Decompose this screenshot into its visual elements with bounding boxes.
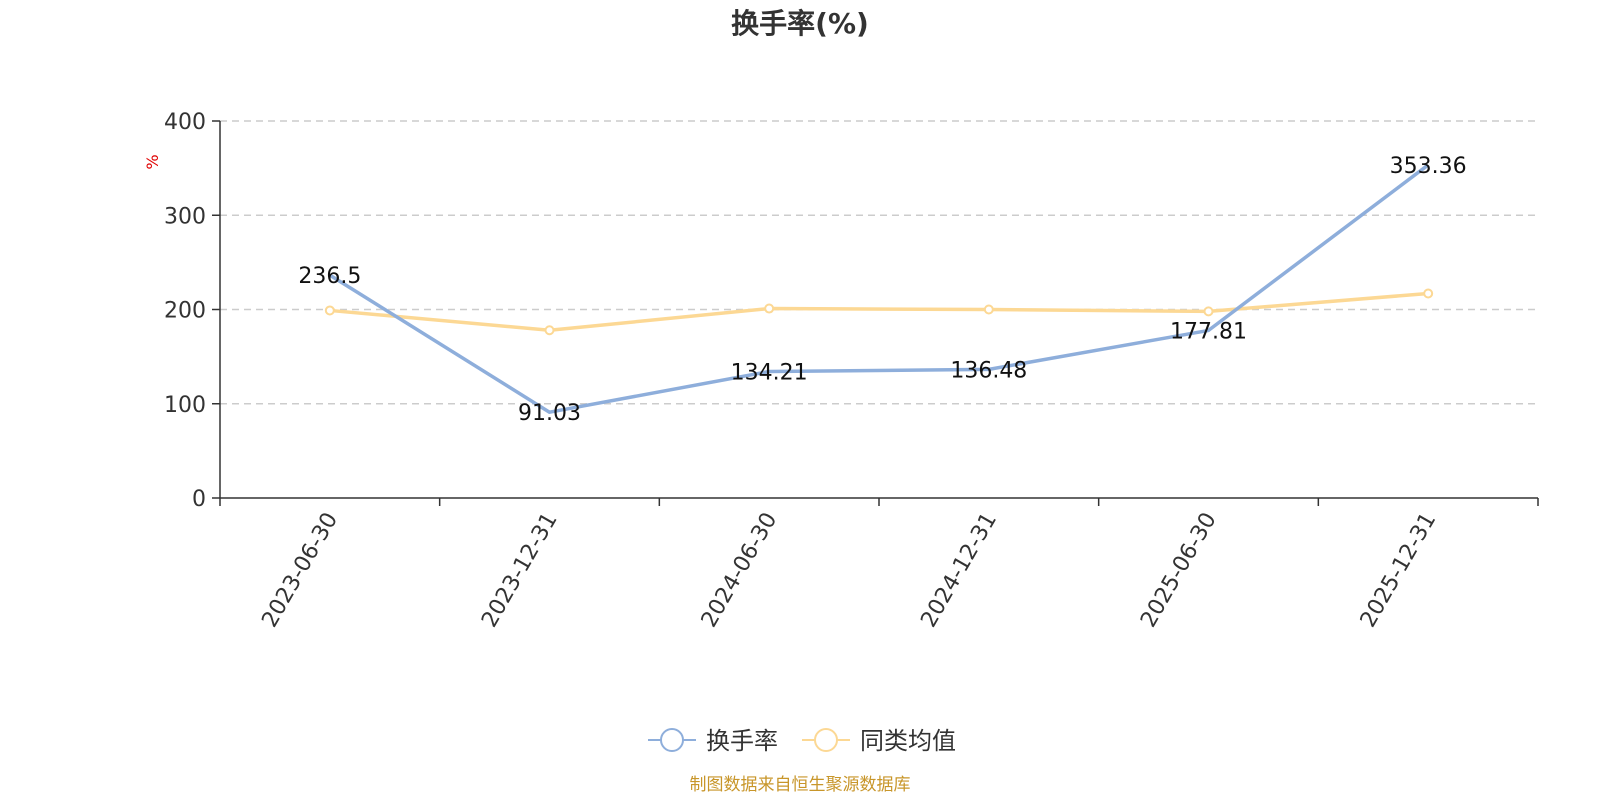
x-tick-label-2025-12-31: 2025-12-31 — [1356, 509, 1442, 632]
y-tick-label-300: 300 — [164, 204, 206, 229]
x-tick-label-2023-12-31: 2023-12-31 — [477, 509, 563, 632]
x-tick-label-2024-06-30: 2024-06-30 — [697, 509, 783, 632]
data-label-2: 134.21 — [731, 361, 808, 386]
series-1-point-5 — [1423, 288, 1434, 299]
data-label-1: 91.03 — [518, 401, 581, 426]
data-label-0: 236.5 — [298, 264, 361, 289]
source-note: 制图数据来自恒生聚源数据库 — [690, 775, 911, 795]
series-lines — [324, 163, 1434, 414]
series-line-1 — [329, 291, 1429, 332]
legend-label: 同类均值 — [860, 727, 956, 755]
data-label-4: 177.81 — [1170, 319, 1247, 344]
y-tick-label-0: 0 — [192, 487, 206, 512]
y-tick-label-400: 400 — [164, 110, 206, 135]
x-tick-label-2025-06-30: 2025-06-30 — [1136, 509, 1222, 632]
x-tick-label-2024-12-31: 2024-12-31 — [916, 509, 1002, 632]
data-labels: 236.5 91.03 134.21 136.48 177.81 353.36 — [298, 154, 1466, 426]
y-axis-unit-label: % — [143, 154, 162, 169]
legend[interactable]: 换手率 同类均值 — [648, 727, 956, 755]
x-tick-label-2023-06-30: 2023-06-30 — [257, 509, 343, 632]
data-label-3: 136.48 — [950, 358, 1027, 383]
grid-lines — [220, 120, 1538, 405]
series-1-point-4 — [1203, 306, 1214, 317]
legend-circle-icon — [814, 728, 838, 752]
series-1-point-2 — [764, 303, 775, 314]
data-label-5: 353.36 — [1390, 154, 1467, 179]
y-tick-label-100: 100 — [164, 393, 206, 418]
series-line-0 — [328, 163, 1430, 414]
legend-item-1[interactable]: 同类均值 — [802, 727, 956, 755]
series-1-point-1 — [544, 325, 555, 336]
series-1-point-0 — [324, 305, 335, 316]
chart-title: 换手率(%) — [731, 7, 869, 40]
y-tick-label-200: 200 — [164, 299, 206, 324]
legend-item-0[interactable]: 换手率 — [648, 727, 778, 755]
legend-circle-icon — [660, 728, 684, 752]
series-1-point-3 — [983, 304, 994, 315]
legend-label: 换手率 — [706, 727, 778, 755]
